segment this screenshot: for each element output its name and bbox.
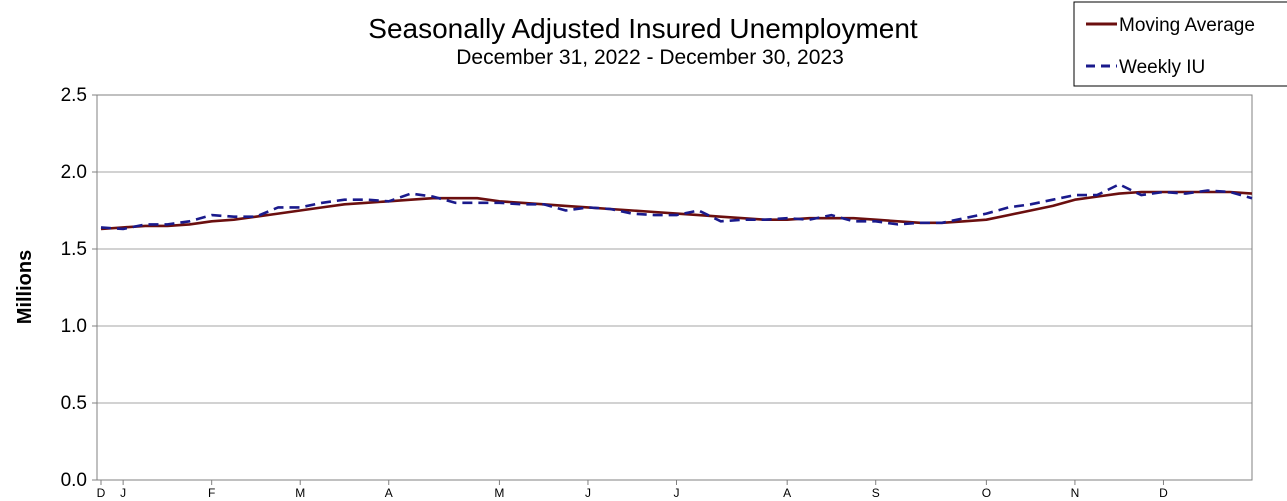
legend-box (1073, 1, 1287, 87)
x-tick-label: N (1071, 486, 1080, 500)
x-tick-label: J (674, 486, 680, 500)
y-tick-label: 0.5 (61, 393, 87, 414)
x-tick-label: D (97, 486, 106, 500)
x-tick-label: F (208, 486, 215, 500)
x-tick-label: A (783, 486, 791, 500)
x-tick-label: D (1159, 486, 1168, 500)
x-tick-label: M (494, 486, 504, 500)
y-tick-label: 2.5 (61, 85, 87, 106)
y-axis-ticks: 0.0 0.5 1.0 1.5 2.0 2.5 (61, 85, 97, 491)
x-tick-label: J (585, 486, 591, 500)
x-tick-label: A (385, 486, 393, 500)
legend: Moving Average Weekly IU (1073, 1, 1287, 87)
y-tick-label: 1.0 (61, 316, 87, 337)
plot-area-border (96, 94, 1253, 481)
series-line-moving-average (100, 190, 1253, 231)
legend-label-weekly-iu: Weekly IU (1119, 57, 1205, 78)
x-tick-label: M (295, 486, 305, 500)
chart-subtitle: December 31, 2022 - December 30, 2023 (456, 46, 844, 69)
gridlines (97, 171, 1252, 404)
y-tick-label: 1.5 (61, 239, 87, 260)
series-line-weekly-iu (100, 183, 1253, 231)
x-tick-label: J (120, 486, 126, 500)
chart-title: Seasonally Adjusted Insured Unemployment (368, 13, 918, 44)
y-axis-label: Millions (14, 250, 36, 324)
y-tick-label: 0.0 (61, 470, 87, 491)
series-lines (100, 183, 1253, 231)
y-tick-label: 2.0 (61, 162, 87, 183)
x-tick-label: S (872, 486, 880, 500)
legend-label-moving-average: Moving Average (1119, 15, 1255, 36)
x-tick-label: O (982, 486, 991, 500)
